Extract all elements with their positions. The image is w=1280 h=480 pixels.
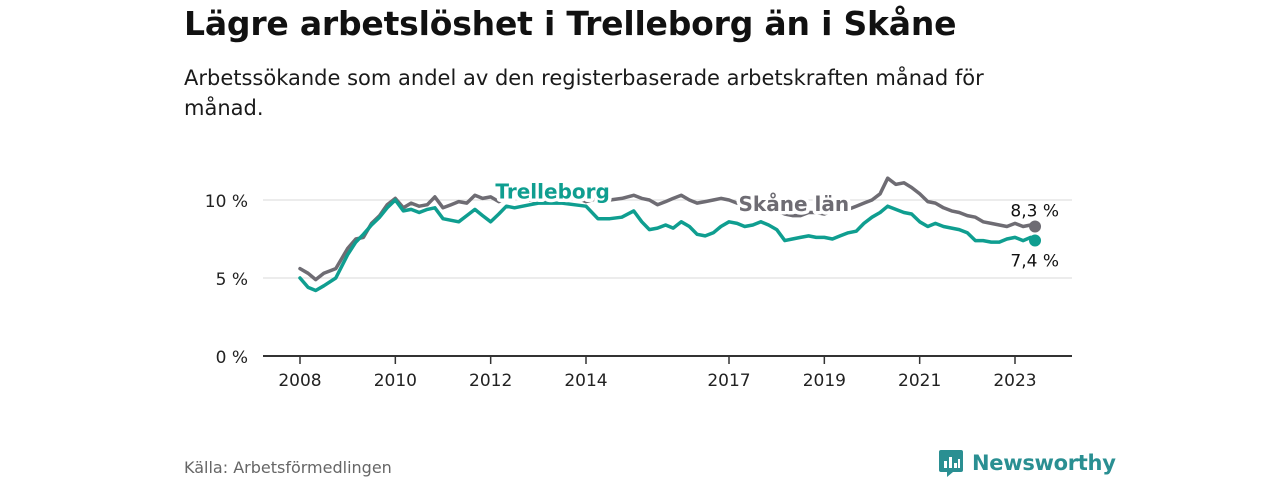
y-tick-label: 5 % [216,270,248,290]
brand-logo[interactable]: Newsworthy [938,448,1116,478]
series-annotation-label: Trelleborg [495,179,609,203]
series-line-sk-ne-l-n [298,176,1037,282]
x-tick-label: 2012 [469,371,512,391]
series-end-value-sk-ne-l-n: 8,3 % [1010,202,1059,222]
x-axis: 2008 2010 2012 2014 2017 2019 2021 2023 [263,355,1072,391]
x-tick-label: 2010 [374,371,417,391]
series-lines [298,176,1042,293]
x-tick-label: 2021 [898,371,941,391]
x-tick-label: 2008 [278,371,321,391]
y-tick-label: 10 % [205,192,248,212]
series-end-dot-trelleborg [1029,234,1042,247]
x-tick-label: 2019 [803,371,846,391]
chart-subtitle: Arbetssökande som andel av den registerb… [184,66,984,120]
x-tick-label: 2014 [564,371,607,391]
y-axis-ticks: 0 % 5 % 10 % [205,192,248,368]
series-end-dot-sk-ne-l-n [1029,220,1042,233]
series-labels: 8,3 % 7,4 % Trelleborg Skåne län [492,176,1061,274]
x-tick-label: 2023 [993,371,1036,391]
series-line-trelleborg [298,198,1037,293]
series-annotation-label: Skåne län [739,192,850,216]
newsworthy-logo-icon [939,450,963,477]
chart-title: Lägre arbetslöshet i Trelleborg än i Skå… [184,4,957,43]
series-end-value-trelleborg: 7,4 % [1010,252,1059,272]
y-tick-label: 0 % [216,348,248,368]
source-note: Källa: Arbetsförmedlingen [184,458,392,477]
brand-name: Newsworthy [972,451,1116,475]
x-tick-label: 2017 [707,371,750,391]
